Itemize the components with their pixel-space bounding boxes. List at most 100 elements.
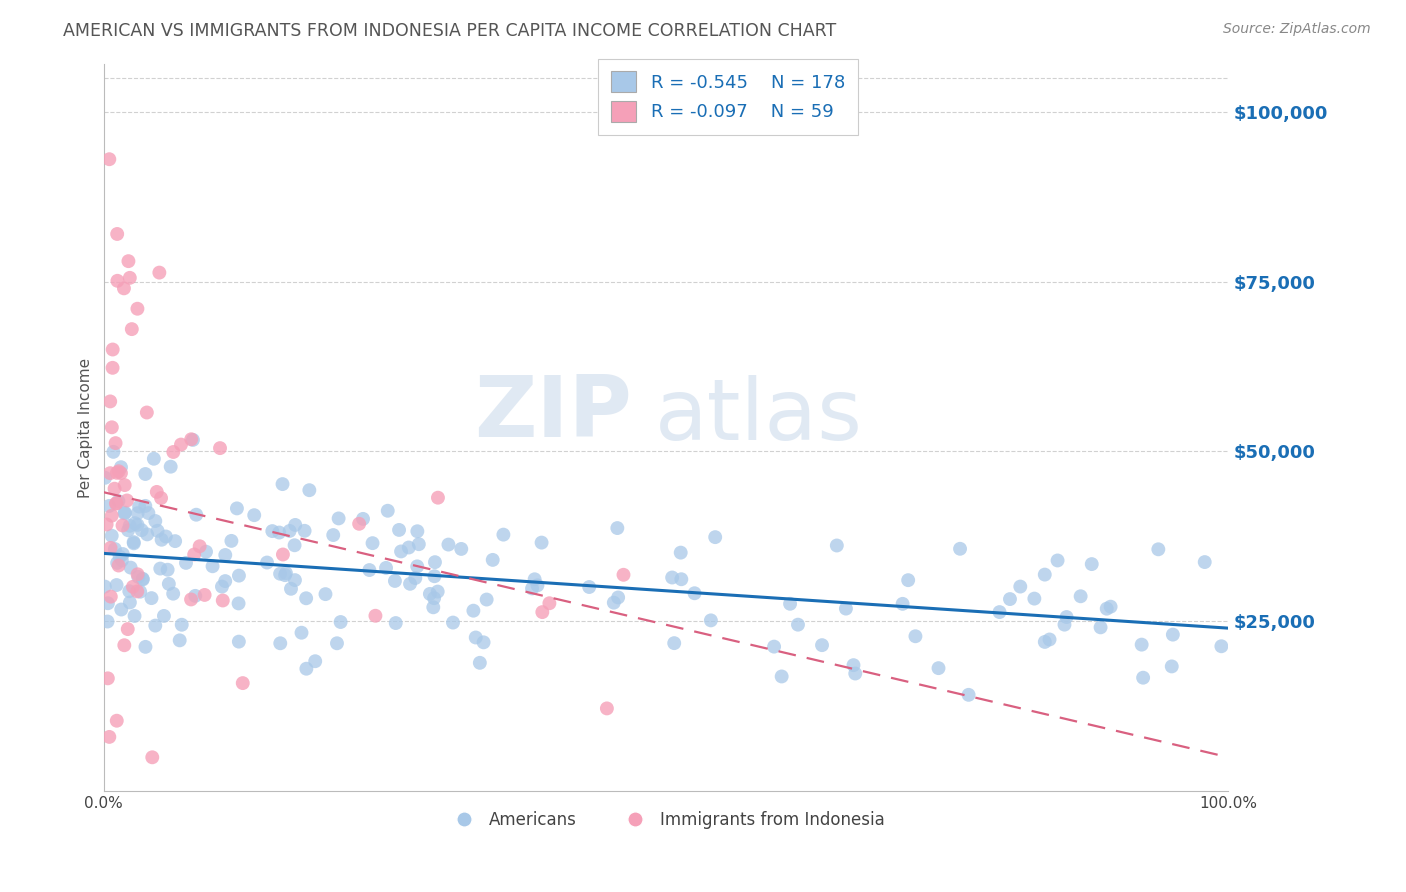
Point [100, 508, 122, 523]
Point [114, 478, 136, 492]
Point [146, 524, 169, 538]
Point [526, 578, 548, 592]
Point [165, 534, 187, 549]
Point [153, 609, 176, 624]
Point [612, 567, 634, 582]
Point [117, 622, 139, 636]
Point [122, 535, 145, 549]
Point [127, 567, 149, 582]
Point [770, 669, 793, 683]
Point [157, 577, 180, 591]
Point [183, 548, 205, 562]
Point [468, 656, 491, 670]
Point [114, 506, 136, 520]
Point [107, 464, 129, 478]
Point [112, 638, 135, 652]
Point [271, 548, 294, 562]
Text: ZIP: ZIP [475, 372, 633, 455]
Point [186, 508, 208, 522]
Point [472, 635, 495, 649]
Point [423, 591, 446, 606]
Point [1090, 620, 1112, 634]
Point [375, 561, 398, 575]
Point [274, 566, 297, 581]
Point [107, 558, 129, 573]
Point [101, 360, 124, 375]
Point [671, 572, 693, 586]
Point [269, 636, 291, 650]
Point [232, 676, 254, 690]
Point [904, 629, 927, 643]
Point [464, 631, 486, 645]
Point [94, 580, 117, 594]
Point [134, 499, 156, 513]
Point [131, 523, 153, 537]
Point [988, 605, 1011, 619]
Point [1194, 555, 1216, 569]
Point [1053, 617, 1076, 632]
Point [314, 587, 336, 601]
Point [111, 547, 134, 561]
Point [284, 517, 307, 532]
Point [194, 588, 217, 602]
Point [98, 152, 121, 166]
Point [290, 625, 312, 640]
Point [111, 518, 134, 533]
Point [787, 617, 810, 632]
Point [1056, 610, 1078, 624]
Point [170, 617, 193, 632]
Point [408, 537, 430, 551]
Point [404, 571, 426, 585]
Point [243, 508, 266, 523]
Point [110, 602, 132, 616]
Point [100, 590, 122, 604]
Point [531, 605, 554, 619]
Point [141, 591, 163, 606]
Point [1099, 599, 1122, 614]
Point [835, 601, 858, 615]
Point [105, 466, 128, 480]
Point [450, 541, 472, 556]
Point [107, 494, 129, 508]
Point [1132, 671, 1154, 685]
Point [134, 640, 156, 654]
Point [188, 539, 211, 553]
Point [326, 636, 349, 650]
Point [274, 568, 297, 582]
Point [1070, 589, 1092, 603]
Point [180, 432, 202, 446]
Point [825, 539, 848, 553]
Text: atlas: atlas [655, 376, 863, 458]
Point [221, 533, 243, 548]
Point [284, 538, 307, 552]
Point [406, 559, 429, 574]
Point [269, 566, 291, 581]
Point [226, 501, 249, 516]
Point [957, 688, 980, 702]
Point [361, 536, 384, 550]
Point [359, 563, 381, 577]
Point [329, 615, 352, 629]
Point [284, 573, 307, 587]
Point [228, 634, 250, 648]
Point [384, 574, 406, 588]
Point [134, 467, 156, 481]
Point [298, 483, 321, 498]
Point [596, 701, 619, 715]
Point [262, 524, 284, 538]
Point [138, 506, 160, 520]
Point [844, 666, 866, 681]
Point [669, 546, 692, 560]
Point [98, 730, 121, 744]
Point [1147, 542, 1170, 557]
Point [271, 477, 294, 491]
Point [159, 459, 181, 474]
Point [135, 405, 157, 419]
Point [103, 445, 125, 459]
Point [105, 496, 128, 510]
Point [295, 662, 318, 676]
Point [1046, 553, 1069, 567]
Point [763, 640, 786, 654]
Point [117, 523, 139, 537]
Point [295, 591, 318, 606]
